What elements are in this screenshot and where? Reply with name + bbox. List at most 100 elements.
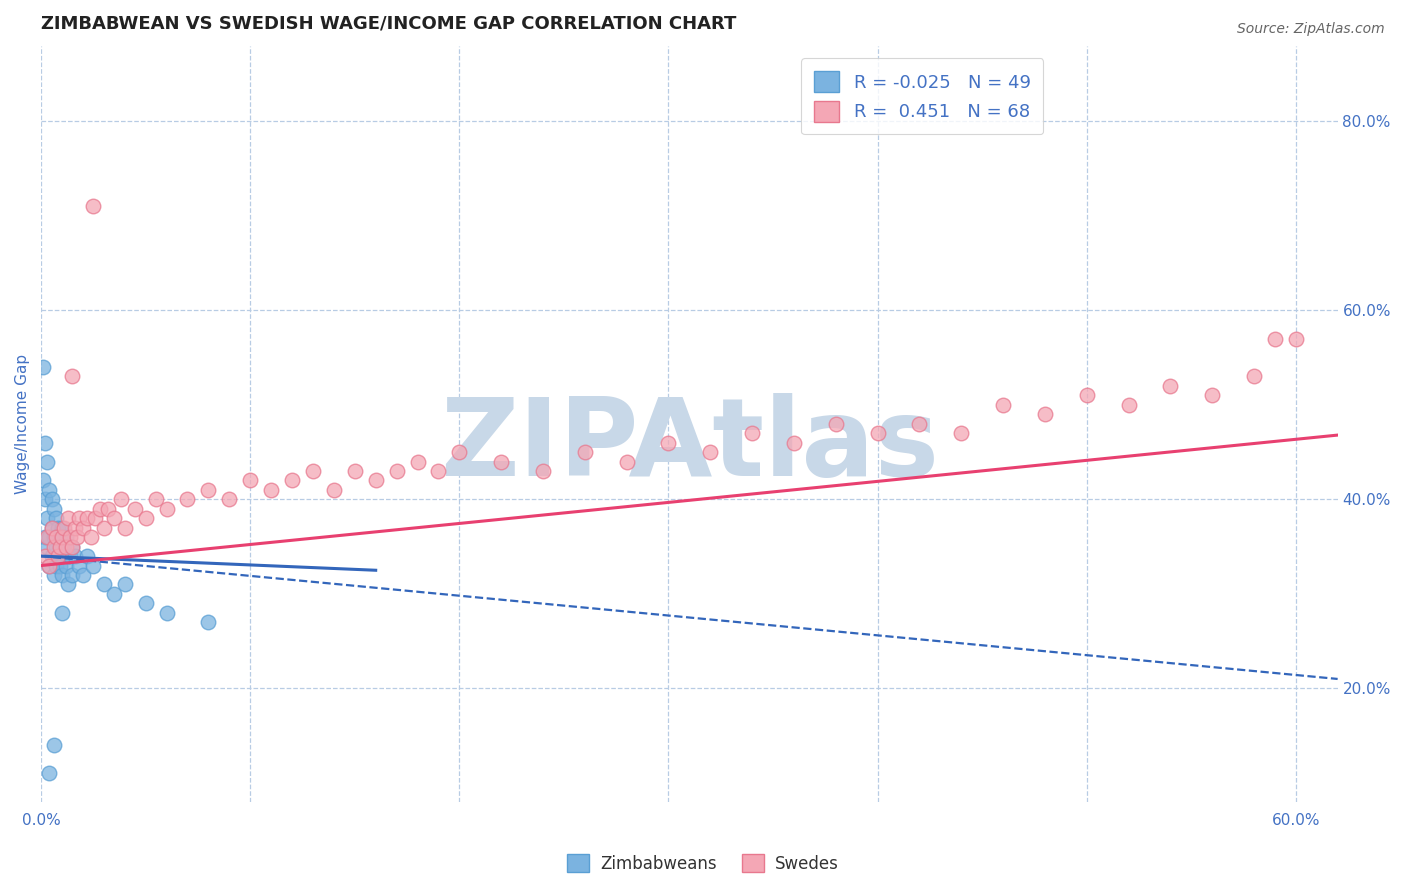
Point — [41, 549, 63, 563]
Point — [62, 540, 84, 554]
Point — [1264, 332, 1286, 346]
Point — [63, 549, 86, 563]
Point — [1285, 332, 1308, 346]
Point — [76, 511, 98, 525]
Point — [49, 530, 72, 544]
Point — [218, 492, 240, 507]
Point — [135, 511, 157, 525]
Point — [55, 558, 77, 573]
Point — [145, 492, 167, 507]
Point — [489, 454, 512, 468]
Point — [93, 577, 115, 591]
Point — [110, 492, 132, 507]
Point — [281, 474, 304, 488]
Point — [42, 530, 65, 544]
Point — [53, 540, 76, 554]
Point — [76, 549, 98, 563]
Point — [32, 359, 55, 374]
Point — [41, 492, 63, 507]
Point — [37, 511, 59, 525]
Point — [103, 587, 125, 601]
Point — [155, 606, 177, 620]
Point — [41, 521, 63, 535]
Point — [51, 568, 73, 582]
Point — [103, 511, 125, 525]
Point — [58, 511, 80, 525]
Point — [49, 558, 72, 573]
Point — [49, 540, 72, 554]
Point — [866, 426, 889, 441]
Point — [34, 492, 56, 507]
Text: ZIMBABWEAN VS SWEDISH WAGE/INCOME GAP CORRELATION CHART: ZIMBABWEAN VS SWEDISH WAGE/INCOME GAP CO… — [41, 15, 737, 33]
Point — [991, 398, 1014, 412]
Point — [124, 501, 146, 516]
Point — [1201, 388, 1223, 402]
Point — [46, 549, 69, 563]
Point — [93, 521, 115, 535]
Point — [34, 549, 56, 563]
Point — [82, 558, 104, 573]
Point — [1159, 379, 1181, 393]
Point — [908, 417, 931, 431]
Point — [427, 464, 450, 478]
Point — [72, 521, 94, 535]
Text: Source: ZipAtlas.com: Source: ZipAtlas.com — [1237, 22, 1385, 37]
Point — [34, 530, 56, 544]
Point — [197, 483, 219, 497]
Point — [531, 464, 554, 478]
Point — [1118, 398, 1140, 412]
Point — [37, 454, 59, 468]
Point — [62, 568, 84, 582]
Point — [699, 445, 721, 459]
Point — [51, 521, 73, 535]
Point — [42, 501, 65, 516]
Point — [574, 445, 596, 459]
Point — [53, 521, 76, 535]
Point — [824, 417, 846, 431]
Point — [67, 558, 90, 573]
Y-axis label: Wage/Income Gap: Wage/Income Gap — [15, 354, 30, 494]
Point — [239, 474, 262, 488]
Point — [80, 530, 103, 544]
Point — [616, 454, 638, 468]
Point — [59, 530, 82, 544]
Point — [45, 511, 67, 525]
Point — [58, 577, 80, 591]
Point — [260, 483, 283, 497]
Point — [114, 577, 136, 591]
Point — [66, 530, 89, 544]
Point — [741, 426, 763, 441]
Point — [135, 596, 157, 610]
Point — [62, 369, 84, 384]
Point — [1033, 407, 1056, 421]
Legend: R = -0.025   N = 49, R =  0.451   N = 68: R = -0.025 N = 49, R = 0.451 N = 68 — [801, 59, 1043, 135]
Point — [302, 464, 325, 478]
Point — [46, 549, 69, 563]
Point — [97, 501, 120, 516]
Point — [385, 464, 408, 478]
Point — [45, 558, 67, 573]
Point — [51, 530, 73, 544]
Point — [42, 540, 65, 554]
Point — [63, 521, 86, 535]
Point — [67, 511, 90, 525]
Point — [950, 426, 973, 441]
Point — [449, 445, 471, 459]
Point — [38, 530, 60, 544]
Point — [38, 558, 60, 573]
Point — [1076, 388, 1098, 402]
Legend: Zimbabweans, Swedes: Zimbabweans, Swedes — [560, 847, 846, 880]
Point — [38, 483, 60, 497]
Point — [72, 568, 94, 582]
Point — [364, 474, 387, 488]
Point — [155, 501, 177, 516]
Point — [55, 540, 77, 554]
Text: ZIPAtlas: ZIPAtlas — [440, 393, 939, 500]
Point — [176, 492, 198, 507]
Point — [51, 540, 73, 554]
Point — [89, 501, 111, 516]
Point — [82, 199, 104, 213]
Point — [55, 530, 77, 544]
Point — [45, 540, 67, 554]
Point — [406, 454, 429, 468]
